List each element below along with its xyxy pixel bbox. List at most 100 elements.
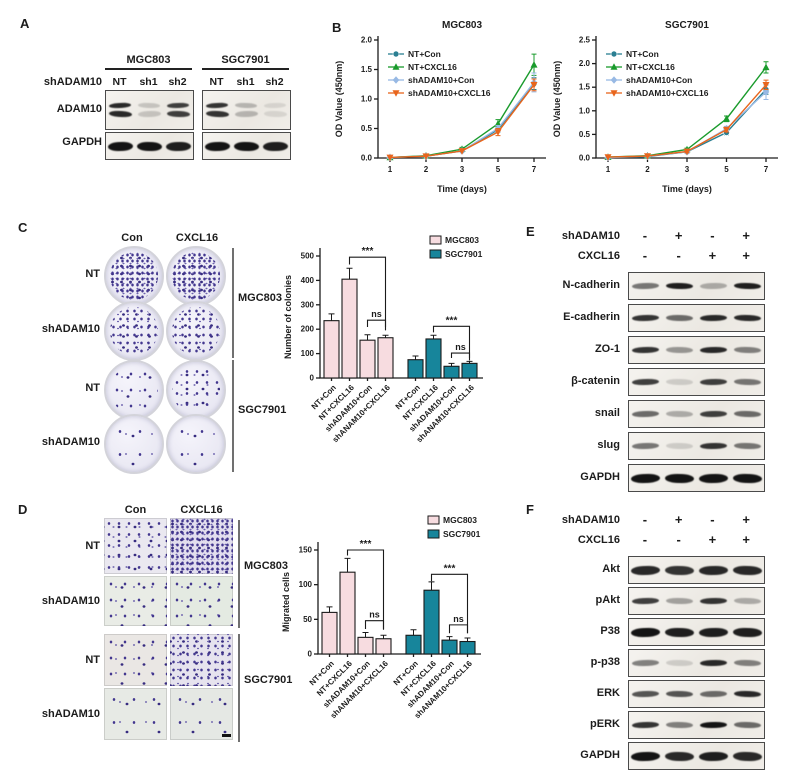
row-label: shADAM10 (41, 708, 100, 720)
blot-lane (730, 401, 764, 427)
protein-band (166, 110, 191, 118)
row-label: NT (85, 654, 100, 666)
blot-lane (697, 743, 731, 769)
svg-text:NT+Con: NT+Con (626, 49, 659, 59)
group-bracket (232, 360, 234, 472)
svg-text:MGC803: MGC803 (443, 515, 477, 525)
protein-band (698, 565, 728, 575)
migration-image (170, 634, 233, 686)
colony-dish (104, 360, 164, 420)
svg-text:1.0: 1.0 (579, 106, 591, 115)
svg-text:500: 500 (301, 252, 315, 261)
protein-band (732, 627, 762, 637)
svg-text:SGC7901: SGC7901 (443, 529, 481, 539)
protein-band (666, 690, 694, 698)
protein-band (666, 442, 694, 450)
blot-target-label: snail (594, 407, 620, 419)
protein-band (699, 282, 727, 290)
row-label: shADAM10 (41, 323, 100, 335)
svg-text:NT+Con: NT+Con (408, 49, 441, 59)
blot-lane (629, 369, 663, 395)
protein-band (733, 721, 761, 729)
dish-well (110, 252, 158, 300)
blot-lane (663, 465, 697, 491)
blot-target-label: β-catenin (571, 375, 620, 387)
blot-lane (697, 650, 731, 676)
protein-band (137, 110, 162, 118)
svg-text:MGC803: MGC803 (445, 235, 479, 245)
condition-sign: + (742, 532, 750, 547)
blot-lane (697, 588, 731, 614)
blot-lane (629, 433, 663, 459)
cell-speckles (170, 688, 233, 740)
protein-band (699, 442, 727, 450)
svg-text:ns: ns (369, 610, 380, 620)
protein-band (206, 102, 229, 109)
blot-membrane (628, 742, 765, 770)
svg-text:NT+CXCL16: NT+CXCL16 (408, 62, 457, 72)
blot-lane (629, 465, 663, 491)
blot-target-label: ERK (596, 687, 620, 699)
blot-lane (730, 650, 764, 676)
protein-band (631, 565, 661, 575)
row-label: shADAM10 (41, 595, 100, 607)
svg-text:1: 1 (606, 165, 611, 174)
svg-text:SGC7901: SGC7901 (665, 20, 709, 31)
svg-text:OD Value (450nm): OD Value (450nm) (552, 61, 562, 138)
blot-membrane (202, 90, 291, 130)
svg-text:0.0: 0.0 (361, 154, 373, 163)
svg-text:***: *** (444, 563, 456, 574)
svg-text:ns: ns (453, 614, 464, 624)
svg-text:1: 1 (388, 165, 393, 174)
panel-b-growth-chart-sgc7901: SGC7901 0.0 0.5 1.0 1.5 2.0 2.5 1 2 3 5 7 Time (days… (548, 16, 790, 207)
migration-image (170, 576, 233, 626)
protein-band (631, 751, 661, 761)
condition-label: shADAM10 (561, 514, 620, 526)
group-label-mgc803: MGC803 (244, 560, 289, 572)
blot-membrane (105, 132, 194, 160)
column-header-con: Con (121, 232, 143, 244)
blot-lane (663, 650, 697, 676)
condition-sign: - (642, 228, 648, 243)
protein-band (665, 565, 695, 575)
svg-text:0.0: 0.0 (579, 154, 591, 163)
column-header-con: Con (124, 504, 147, 516)
blot-target-label: GAPDH (580, 471, 620, 483)
blot-lane (629, 557, 663, 583)
blot-lane (663, 337, 697, 363)
cell-speckles (104, 688, 167, 740)
svg-text:shADAM10+CXCL16: shADAM10+CXCL16 (626, 88, 709, 98)
blot-lane (135, 133, 164, 159)
svg-text:3: 3 (460, 165, 465, 174)
panel-letter-f: F (526, 502, 534, 517)
blot-lane (730, 465, 764, 491)
colony-speckles (172, 307, 220, 355)
panel-letter-b: B (332, 20, 342, 35)
blot-membrane (628, 400, 765, 428)
protein-band (699, 597, 727, 605)
blot-lane (629, 401, 663, 427)
blot-target-label: slug (597, 439, 620, 451)
blot-lane (663, 681, 697, 707)
protein-band (204, 141, 231, 151)
svg-text:100: 100 (301, 349, 315, 358)
svg-text:3: 3 (685, 165, 690, 174)
panel-letter-a: A (20, 16, 30, 31)
blot-lane (106, 91, 135, 129)
svg-text:5: 5 (496, 165, 501, 174)
protein-band (262, 141, 289, 151)
protein-band (632, 378, 660, 386)
protein-band (698, 473, 728, 483)
dish-well (172, 420, 220, 468)
protein-band (699, 721, 727, 729)
blot-lane (697, 305, 731, 331)
header-underline (105, 68, 192, 70)
bar-chart-Migrated cells: 050100150Migrated cellsNT+ConNT+CXCL16sh… (281, 515, 481, 720)
dish-well (110, 420, 158, 468)
blot-lane (261, 91, 290, 129)
protein-band (733, 690, 761, 698)
condition-sign: + (674, 512, 683, 527)
row-label: shADAM10 (41, 436, 100, 448)
line-chart-SGC7901: SGC7901 0.0 0.5 1.0 1.5 2.0 2.5 1 2 3 5 7 Time (days… (552, 20, 778, 194)
protein-band (136, 141, 163, 151)
